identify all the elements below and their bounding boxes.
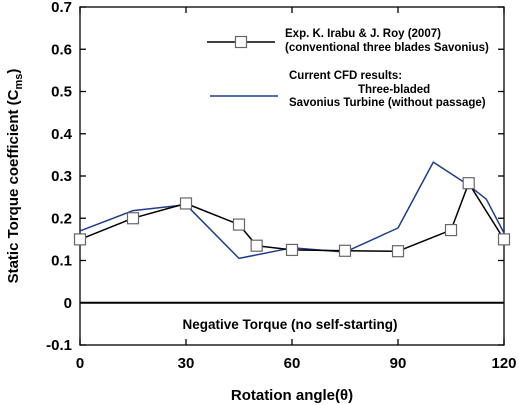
legend: Exp. K. Irabu & J. Roy (2007) (conventio… <box>207 28 489 109</box>
data-point-marker <box>179 197 193 210</box>
y-tick-label: 0.5 <box>51 84 72 101</box>
legend-label-cfd-2: Three-bladed <box>358 84 430 96</box>
plot-area <box>79 6 505 346</box>
y-axis-title-main: Static Torque coefficient (C <box>5 89 22 283</box>
legend-label-cfd-1: Current CFD results: <box>289 70 402 82</box>
data-point-marker <box>126 212 140 225</box>
x-axis-title: Rotation angle(θ) <box>231 387 353 404</box>
x-tick-label: 30 <box>178 355 195 372</box>
legend-label-cfd-3: Savonius Turbine (without passage) <box>289 97 486 109</box>
y-tick-label: 0.2 <box>51 210 72 227</box>
x-tick-label: 0 <box>76 355 84 372</box>
data-point-marker <box>73 233 87 246</box>
y-tick-label: 0.7 <box>51 0 72 16</box>
data-point-marker <box>391 245 405 258</box>
data-point-marker <box>462 177 475 190</box>
y-axis-ticks: -0.1 0 0.1 0.2 0.3 0.4 0.5 0.6 0.7 <box>46 0 504 354</box>
y-tick-label: 0.3 <box>51 168 72 185</box>
data-point-marker <box>497 233 511 246</box>
x-tick-label: 60 <box>284 355 301 372</box>
legend-marker-exp <box>234 35 248 49</box>
annotation-negative-torque: Negative Torque (no self-starting) <box>182 317 397 332</box>
data-point-marker <box>338 244 352 257</box>
y-tick-label: 0 <box>64 295 72 312</box>
data-point-marker <box>444 223 458 237</box>
y-tick-label: 0.1 <box>51 253 72 270</box>
y-axis-title: Static Torque coefficient (Cms) <box>5 69 25 284</box>
legend-label-exp-2: (conventional three blades Savonius) <box>285 42 489 54</box>
x-tick-label: 90 <box>390 355 407 372</box>
x-tick-label: 120 <box>491 355 516 372</box>
series-layer <box>73 161 511 260</box>
x-axis-ticks: 0 30 60 90 120 <box>76 7 517 372</box>
data-point-marker <box>250 239 263 252</box>
y-tick-label: 0.4 <box>51 126 73 143</box>
legend-label-exp-1: Exp. K. Irabu & J. Roy (2007) <box>285 28 441 40</box>
data-point-marker <box>285 243 299 257</box>
data-point-marker <box>232 218 246 231</box>
y-axis-title-sub: ms <box>13 74 25 90</box>
y-tick-label: -0.1 <box>46 337 72 354</box>
y-axis-title-end: ) <box>5 69 22 74</box>
y-tick-label: 0.6 <box>51 41 72 58</box>
